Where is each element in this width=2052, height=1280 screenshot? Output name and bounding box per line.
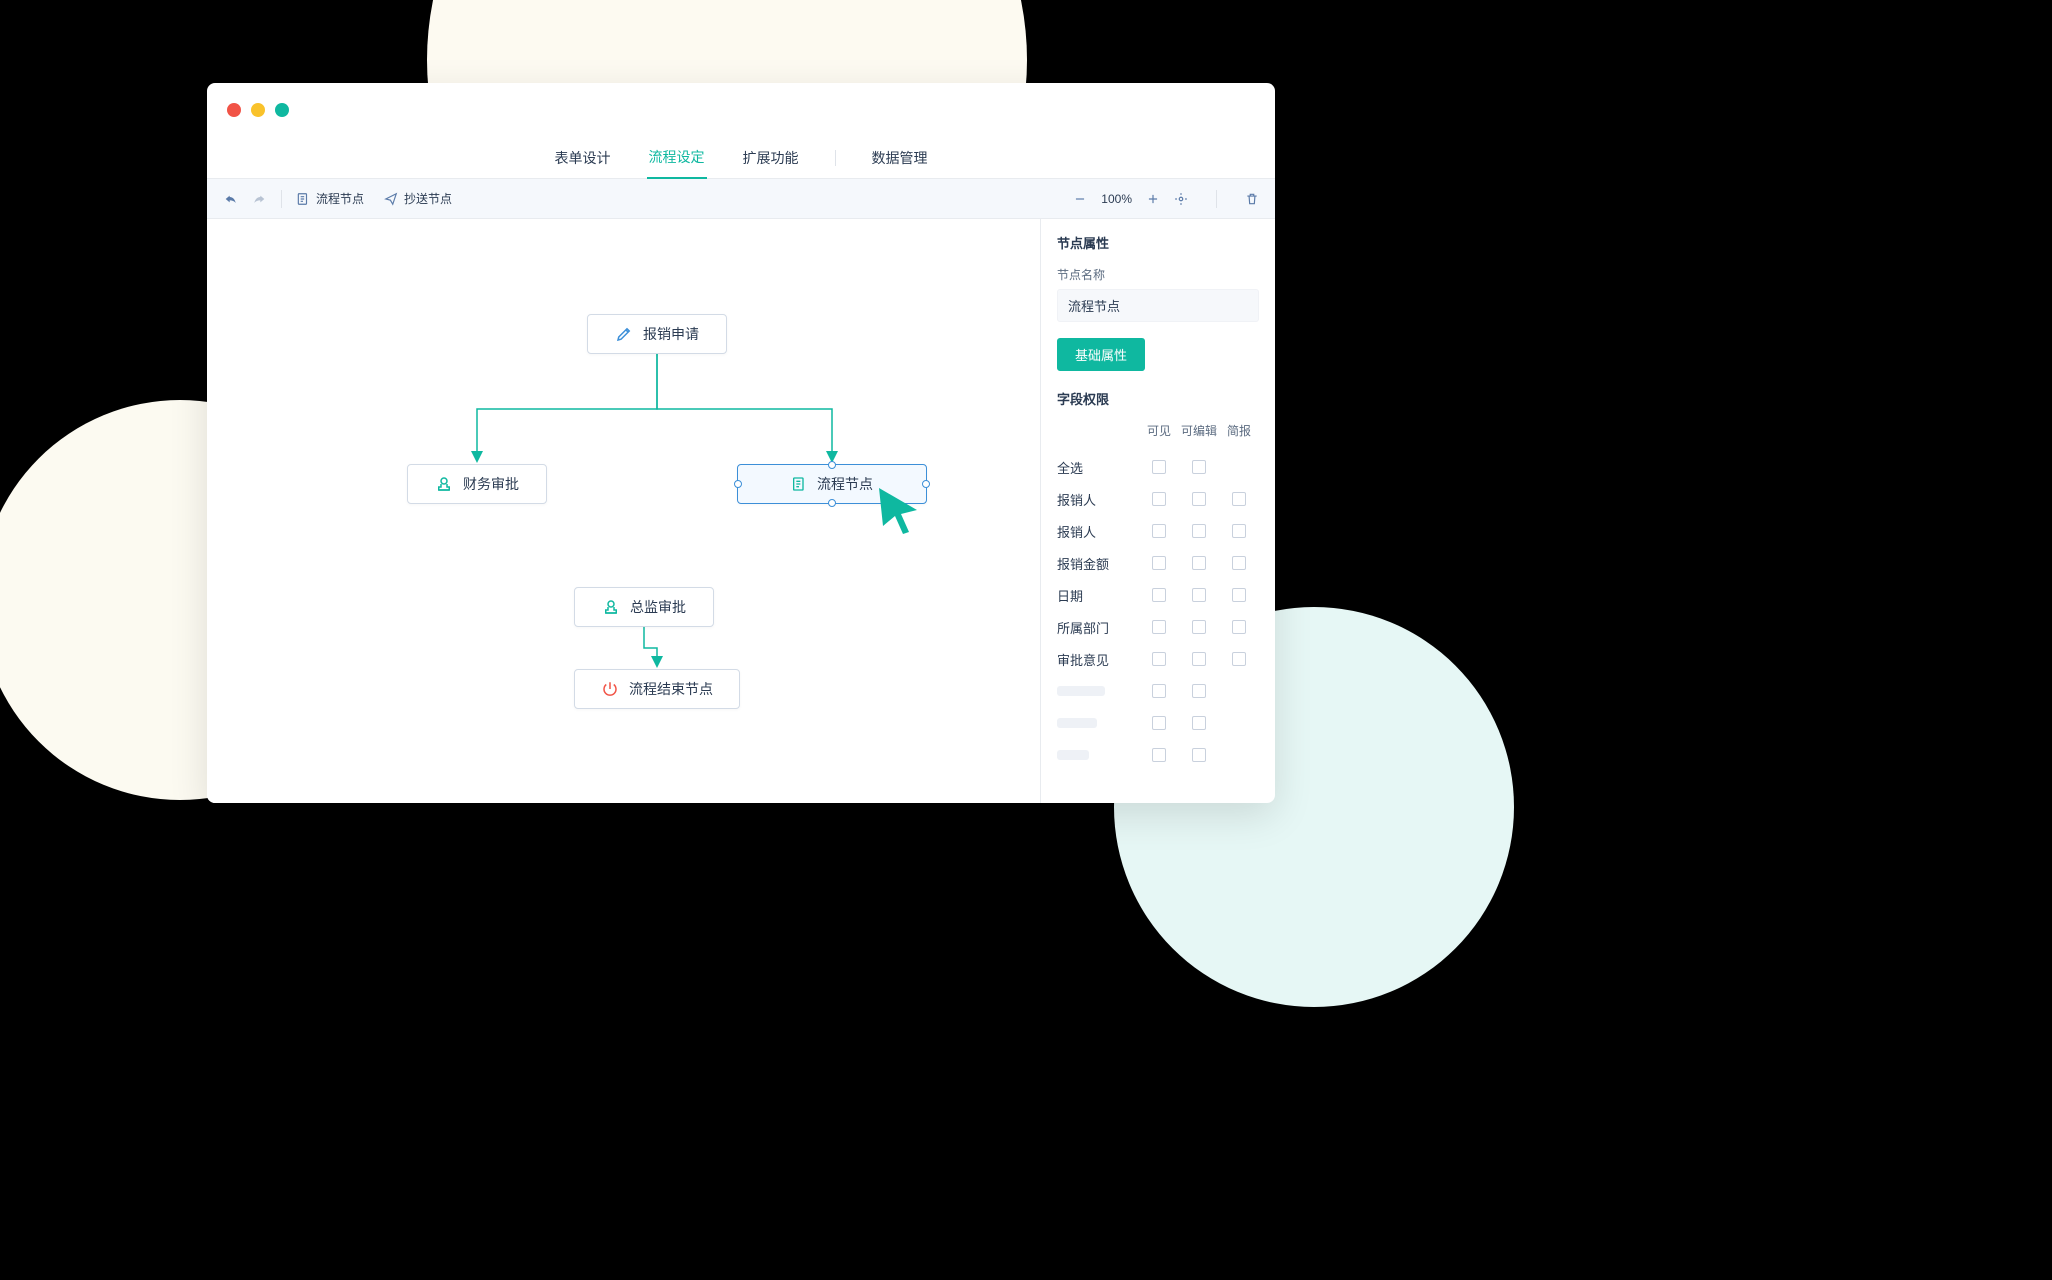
checkbox[interactable] <box>1192 524 1206 538</box>
checkbox[interactable] <box>1152 492 1166 506</box>
perm-row: 日期 <box>1057 579 1259 611</box>
basic-props-button[interactable]: 基础属性 <box>1057 338 1145 371</box>
flow-node-label: 财务审批 <box>463 474 519 494</box>
checkbox[interactable] <box>1192 652 1206 666</box>
flow-node-label: 报销申请 <box>643 324 699 344</box>
perm-field-label: 全选 <box>1057 458 1139 477</box>
resize-handle[interactable] <box>734 480 742 488</box>
flow-node-label: 总监审批 <box>630 597 686 617</box>
tool-label-text: 流程节点 <box>316 190 364 207</box>
app-window: 表单设计 流程设定 扩展功能 数据管理 流程节点 抄送节点 <box>207 83 1275 803</box>
checkbox[interactable] <box>1232 588 1246 602</box>
zoom-out-icon[interactable] <box>1073 192 1087 206</box>
checkbox[interactable] <box>1192 588 1206 602</box>
power-icon <box>601 680 619 698</box>
checkbox[interactable] <box>1192 748 1206 762</box>
tab-separator <box>835 150 836 166</box>
doc-icon <box>791 476 807 492</box>
checkbox[interactable] <box>1152 556 1166 570</box>
checkbox[interactable] <box>1152 588 1166 602</box>
checkbox[interactable] <box>1192 684 1206 698</box>
stamp-icon <box>602 598 620 616</box>
stamp-icon <box>435 475 453 493</box>
maximize-icon[interactable] <box>275 103 289 117</box>
perm-field-label: 所属部门 <box>1057 618 1139 637</box>
perm-row-skeleton <box>1057 707 1259 739</box>
field-label-name: 节点名称 <box>1057 266 1259 283</box>
perm-row: 所属部门 <box>1057 611 1259 643</box>
flow-canvas[interactable]: 报销申请财务审批 流程节点总监审批流程结束节点 <box>207 219 1040 803</box>
side-panel: 节点属性 节点名称 流程节点 基础属性 字段权限 可见 可编辑 简报 全选报销人… <box>1040 219 1275 803</box>
checkbox[interactable] <box>1232 492 1246 506</box>
tool-process-node[interactable]: 流程节点 <box>296 190 364 207</box>
zoom-level: 100% <box>1101 192 1132 206</box>
perm-row: 全选 <box>1057 451 1259 483</box>
perm-row: 报销金额 <box>1057 547 1259 579</box>
tab-form-design[interactable]: 表单设计 <box>553 138 613 178</box>
perm-row-skeleton <box>1057 739 1259 771</box>
perm-row-skeleton <box>1057 675 1259 707</box>
undo-icon[interactable] <box>223 191 239 207</box>
tool-cc-node[interactable]: 抄送节点 <box>384 190 452 207</box>
checkbox[interactable] <box>1152 652 1166 666</box>
checkbox[interactable] <box>1192 716 1206 730</box>
tab-data-manage[interactable]: 数据管理 <box>870 138 930 178</box>
flow-node-dir[interactable]: 总监审批 <box>574 587 714 627</box>
perm-title: 字段权限 <box>1057 389 1259 408</box>
checkbox[interactable] <box>1152 620 1166 634</box>
close-icon[interactable] <box>227 103 241 117</box>
perm-row: 报销人 <box>1057 483 1259 515</box>
perm-col-header: 可见 <box>1139 422 1179 439</box>
flow-node-label: 流程结束节点 <box>629 679 713 699</box>
checkbox[interactable] <box>1152 460 1166 474</box>
tab-bar: 表单设计 流程设定 扩展功能 数据管理 <box>207 137 1275 179</box>
resize-handle[interactable] <box>828 461 836 469</box>
titlebar <box>207 83 1275 137</box>
trash-icon[interactable] <box>1245 192 1259 206</box>
tab-extensions[interactable]: 扩展功能 <box>741 138 801 178</box>
doc-icon <box>296 192 310 206</box>
checkbox[interactable] <box>1192 492 1206 506</box>
perm-col-header: 简报 <box>1219 422 1259 439</box>
edit-icon <box>615 325 633 343</box>
checkbox[interactable] <box>1192 460 1206 474</box>
tab-process-settings[interactable]: 流程设定 <box>647 137 707 179</box>
flow-node-end[interactable]: 流程结束节点 <box>574 669 740 709</box>
perm-field-label: 报销人 <box>1057 490 1139 509</box>
minimize-icon[interactable] <box>251 103 265 117</box>
checkbox[interactable] <box>1192 556 1206 570</box>
node-name-input[interactable]: 流程节点 <box>1057 289 1259 322</box>
resize-handle[interactable] <box>922 480 930 488</box>
perm-field-label: 报销金额 <box>1057 554 1139 573</box>
toolbar: 流程节点 抄送节点 100% <box>207 179 1275 219</box>
flow-node-fin[interactable]: 财务审批 <box>407 464 547 504</box>
zoom-in-icon[interactable] <box>1146 192 1160 206</box>
center-icon[interactable] <box>1174 192 1188 206</box>
checkbox[interactable] <box>1232 620 1246 634</box>
send-icon <box>384 192 398 206</box>
checkbox[interactable] <box>1232 524 1246 538</box>
tool-label-text: 抄送节点 <box>404 190 452 207</box>
panel-title: 节点属性 <box>1057 233 1259 252</box>
checkbox[interactable] <box>1152 716 1166 730</box>
perm-row: 报销人 <box>1057 515 1259 547</box>
checkbox[interactable] <box>1232 556 1246 570</box>
redo-icon[interactable] <box>251 191 267 207</box>
perm-col-header: 可编辑 <box>1179 422 1219 439</box>
resize-handle[interactable] <box>828 499 836 507</box>
checkbox[interactable] <box>1232 652 1246 666</box>
checkbox[interactable] <box>1152 684 1166 698</box>
perm-row: 审批意见 <box>1057 643 1259 675</box>
cursor-icon <box>877 486 921 541</box>
checkbox[interactable] <box>1152 748 1166 762</box>
perm-field-label: 报销人 <box>1057 522 1139 541</box>
perm-field-label: 日期 <box>1057 586 1139 605</box>
flow-node-start[interactable]: 报销申请 <box>587 314 727 354</box>
perm-field-label: 审批意见 <box>1057 650 1139 669</box>
checkbox[interactable] <box>1192 620 1206 634</box>
perm-header: 可见 可编辑 简报 <box>1057 422 1259 439</box>
checkbox[interactable] <box>1152 524 1166 538</box>
flow-node-label: 流程节点 <box>817 474 873 494</box>
